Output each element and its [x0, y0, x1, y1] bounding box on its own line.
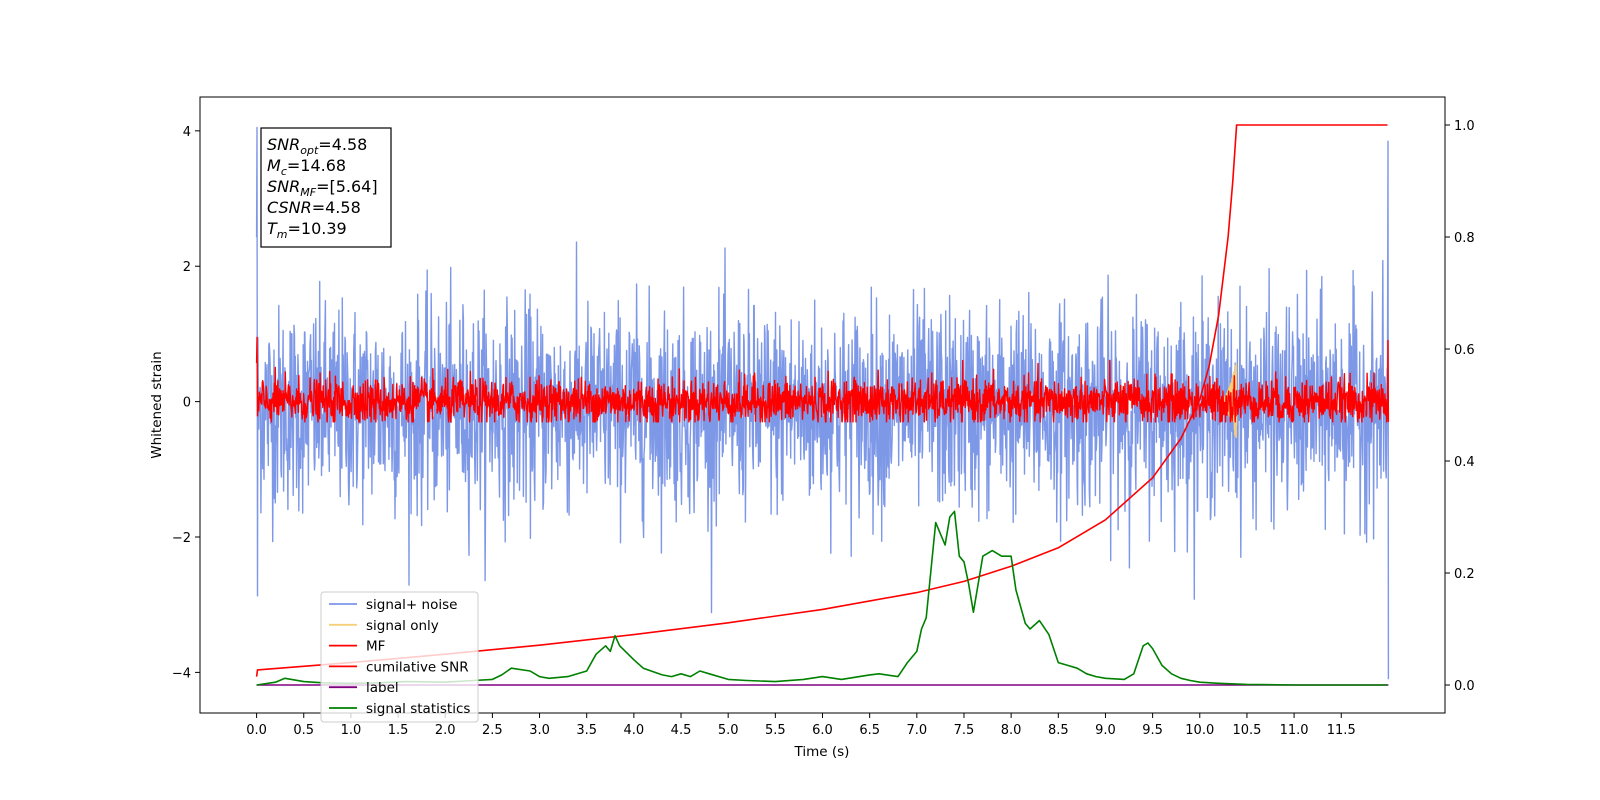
- legend-label: signal only: [366, 618, 439, 634]
- x-tick-label: 9.5: [1142, 723, 1163, 738]
- x-tick-label: 1.5: [388, 723, 409, 738]
- x-tick-label: 10.5: [1232, 723, 1261, 738]
- x-tick-label: 1.0: [341, 723, 362, 738]
- legend-label: MF: [366, 639, 385, 655]
- series-line-signal-statistics: [256, 510, 1388, 686]
- series-line-mf: [255, 336, 1390, 423]
- y-axis-left-label: Whitened strain: [149, 351, 165, 458]
- x-tick-label: 2.0: [435, 723, 456, 738]
- x-tick-label: 11.5: [1327, 723, 1356, 738]
- x-tick-label: 6.5: [859, 723, 880, 738]
- x-tick-label: 8.5: [1048, 723, 1069, 738]
- x-tick-label: 0.0: [246, 723, 267, 738]
- x-axis-label: Time (s): [794, 744, 850, 760]
- y-left-tick-label: 2: [183, 260, 191, 275]
- x-tick-label: 9.0: [1095, 723, 1116, 738]
- y-right-tick-label: 0.0: [1454, 679, 1475, 694]
- y-left-tick-label: −2: [172, 531, 191, 546]
- x-tick-label: 6.0: [812, 723, 833, 738]
- x-tick-label: 8.0: [1001, 723, 1022, 738]
- x-tick-label: 5.5: [765, 723, 786, 738]
- y-right-tick-label: 0.4: [1454, 455, 1475, 470]
- annotation-line: SNRMF=[5.64]: [267, 177, 378, 199]
- y-axis-right: 1.0 0.8 0.6 0.4 0.2 0.0: [1445, 119, 1475, 694]
- y-right-tick-label: 0.2: [1454, 567, 1475, 582]
- x-tick-label: 5.0: [718, 723, 739, 738]
- x-tick-label: 7.0: [906, 723, 927, 738]
- annotation-line: CSNR=4.58: [267, 198, 361, 217]
- annotation-line: Tm=10.39: [267, 219, 347, 241]
- x-tick-label: 0.5: [293, 723, 314, 738]
- legend-frame: [320, 591, 479, 723]
- x-tick-label: 11.0: [1280, 723, 1309, 738]
- y-left-tick-label: 4: [183, 125, 191, 140]
- y-left-tick-label: −4: [172, 666, 191, 681]
- x-tick-label: 3.5: [576, 723, 597, 738]
- legend-label: label: [366, 680, 399, 696]
- legend-label: cumilative SNR: [366, 659, 469, 675]
- legend-label: signal+ noise: [366, 597, 457, 613]
- series-layer: [255, 124, 1390, 686]
- y-axis-left: 4 2 0 −2 −4: [172, 125, 200, 681]
- annotation-box: SNRopt=4.58Mc=14.68SNRMF=[5.64]CSNR=4.58…: [260, 127, 392, 248]
- annotation-line: Mc=14.68: [267, 156, 346, 178]
- x-tick-label: 4.5: [671, 723, 692, 738]
- series-line-cumilative-snr: [255, 124, 1388, 677]
- legend: signal+ noise signal only MF cumilative SNR…: [320, 591, 479, 723]
- y-right-tick-label: 1.0: [1454, 119, 1475, 134]
- x-tick-label: 10.0: [1185, 723, 1214, 738]
- annotation-frame: [260, 127, 392, 248]
- y-right-tick-label: 0.6: [1454, 343, 1475, 358]
- x-axis: 0.0 0.5 1.0 1.5 2.0 2.5 3.0 3.5 4.0 4.5 5.0 5.5 6.0 6…: [246, 713, 1356, 738]
- y-right-tick-label: 0.8: [1454, 231, 1475, 246]
- x-tick-label: 2.5: [482, 723, 503, 738]
- x-tick-label: 3.0: [529, 723, 550, 738]
- annotation-line: SNRopt=4.58: [267, 135, 367, 157]
- y-left-tick-label: 0: [183, 396, 191, 411]
- x-tick-label: 7.5: [954, 723, 975, 738]
- x-tick-label: 4.0: [624, 723, 645, 738]
- legend-label: signal statistics: [366, 701, 470, 717]
